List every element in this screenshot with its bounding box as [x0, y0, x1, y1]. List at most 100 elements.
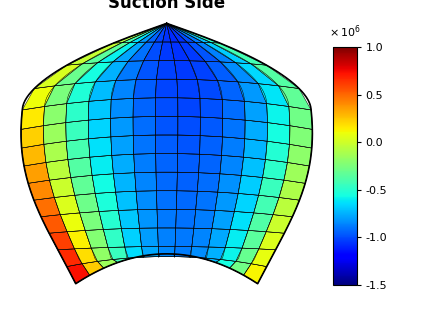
Polygon shape [167, 23, 211, 43]
Polygon shape [34, 198, 60, 217]
Polygon shape [251, 249, 276, 267]
Polygon shape [97, 259, 118, 268]
Polygon shape [171, 42, 190, 61]
Polygon shape [85, 229, 108, 248]
Polygon shape [258, 84, 289, 106]
Polygon shape [273, 198, 300, 217]
Polygon shape [174, 61, 197, 80]
Polygon shape [200, 136, 222, 155]
Polygon shape [125, 247, 143, 258]
Polygon shape [154, 23, 167, 42]
Polygon shape [284, 162, 309, 183]
Polygon shape [267, 104, 290, 126]
Polygon shape [167, 23, 179, 42]
Polygon shape [146, 23, 167, 42]
Polygon shape [262, 160, 287, 180]
Polygon shape [200, 98, 223, 118]
Polygon shape [66, 120, 89, 141]
Polygon shape [188, 255, 205, 258]
Polygon shape [190, 247, 208, 258]
Polygon shape [234, 193, 259, 213]
Polygon shape [128, 255, 146, 258]
Polygon shape [80, 212, 103, 230]
Polygon shape [138, 209, 158, 228]
Polygon shape [141, 247, 159, 257]
Polygon shape [156, 154, 178, 172]
Polygon shape [134, 154, 156, 173]
Polygon shape [111, 117, 133, 137]
Polygon shape [177, 79, 200, 98]
Polygon shape [225, 229, 248, 248]
Polygon shape [116, 191, 138, 210]
Polygon shape [174, 247, 192, 257]
Polygon shape [238, 175, 262, 195]
Polygon shape [55, 63, 97, 86]
Polygon shape [88, 100, 111, 120]
Polygon shape [92, 174, 116, 193]
Polygon shape [245, 120, 268, 141]
Polygon shape [43, 123, 66, 144]
Polygon shape [58, 249, 82, 267]
Polygon shape [67, 264, 90, 284]
Polygon shape [177, 172, 199, 191]
Polygon shape [116, 61, 143, 80]
Polygon shape [236, 63, 279, 86]
Polygon shape [177, 154, 200, 173]
Polygon shape [136, 61, 159, 80]
Polygon shape [218, 80, 244, 101]
Polygon shape [222, 137, 245, 157]
Polygon shape [88, 118, 111, 139]
Polygon shape [97, 42, 138, 63]
Polygon shape [91, 248, 113, 261]
Polygon shape [128, 42, 154, 61]
Polygon shape [220, 155, 243, 175]
Polygon shape [178, 135, 200, 154]
Polygon shape [114, 173, 136, 192]
Polygon shape [178, 98, 200, 117]
Polygon shape [230, 212, 254, 230]
Polygon shape [122, 228, 141, 247]
Polygon shape [259, 232, 284, 250]
Polygon shape [162, 23, 171, 42]
Polygon shape [167, 23, 195, 42]
Title: Suction Side: Suction Side [108, 0, 225, 12]
Polygon shape [111, 80, 136, 100]
Polygon shape [289, 106, 312, 129]
Polygon shape [60, 213, 85, 232]
Polygon shape [208, 229, 230, 248]
Polygon shape [251, 64, 299, 89]
Polygon shape [254, 195, 279, 215]
Polygon shape [99, 210, 122, 229]
Polygon shape [44, 84, 75, 106]
Polygon shape [212, 210, 234, 229]
Polygon shape [89, 137, 112, 157]
Polygon shape [267, 123, 290, 144]
Polygon shape [67, 43, 122, 65]
Polygon shape [34, 64, 82, 89]
Polygon shape [243, 139, 267, 160]
Polygon shape [122, 23, 167, 43]
Polygon shape [287, 144, 312, 166]
Polygon shape [259, 177, 284, 198]
Polygon shape [113, 258, 132, 263]
Polygon shape [111, 98, 133, 118]
Polygon shape [130, 23, 167, 43]
Text: $\times\,10^6$: $\times\,10^6$ [329, 23, 361, 40]
Polygon shape [43, 104, 67, 126]
Polygon shape [135, 172, 157, 191]
Polygon shape [67, 82, 95, 104]
Polygon shape [95, 61, 128, 82]
Polygon shape [133, 98, 156, 117]
Polygon shape [203, 43, 251, 64]
Polygon shape [197, 173, 220, 192]
Polygon shape [157, 209, 176, 228]
Polygon shape [82, 261, 104, 275]
Polygon shape [167, 23, 203, 43]
Polygon shape [24, 162, 49, 183]
Polygon shape [159, 254, 174, 257]
Polygon shape [176, 191, 197, 210]
Polygon shape [197, 80, 222, 100]
Polygon shape [82, 43, 130, 64]
Polygon shape [41, 215, 67, 233]
Polygon shape [49, 232, 75, 250]
